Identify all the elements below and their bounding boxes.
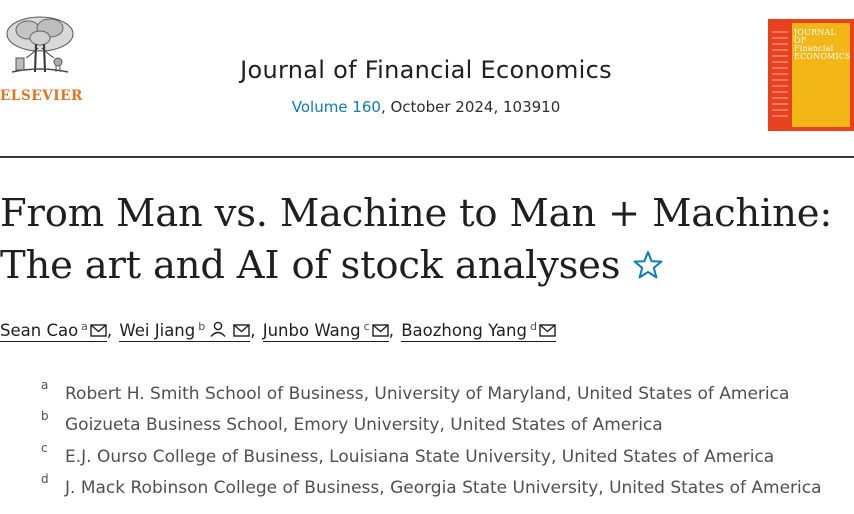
author-name: Junbo Wang	[262, 321, 361, 340]
issue-info: Volume 160, October 2024, 103910	[190, 98, 662, 116]
elsevier-logo[interactable]: ELSEVIER	[0, 14, 83, 106]
affiliation-text: E.J. Ourso College of Business, Louisian…	[65, 447, 775, 467]
author-wei-jiang[interactable]: Wei Jiang b	[119, 320, 251, 342]
title-line-1: From Man vs. Machine to Man + Machine:	[0, 191, 833, 236]
affiliation-marker: d	[529, 320, 537, 333]
affiliation-letter: a	[41, 378, 49, 392]
affiliation-text: Goizueta Business School, Emory Universi…	[65, 415, 663, 435]
author-list: Sean Cao a, Wei Jiang b, Junbo Wang c, Baoz…	[0, 320, 854, 342]
author-separator: ,	[106, 321, 113, 340]
article-title: From Man vs. Machine to Man + Machine: T…	[0, 188, 854, 292]
title-line-2-text: The art and AI of stock analyses	[0, 243, 621, 288]
author-name: Baozhong Yang	[401, 321, 527, 340]
author-sean-cao[interactable]: Sean Cao a	[0, 320, 107, 342]
affiliation-letter: b	[41, 409, 49, 423]
person-icon[interactable]	[209, 321, 227, 337]
mail-icon[interactable]	[233, 324, 250, 337]
author-name: Sean Cao	[0, 321, 79, 340]
cover-title-line3: ECONOMICS	[794, 52, 851, 61]
affiliation-marker: c	[363, 320, 370, 333]
cover-panel	[792, 23, 850, 127]
tree-logo-icon	[6, 16, 74, 73]
cover-stripe	[772, 31, 788, 121]
affiliation-b: b Goizueta Business School, Emory Univer…	[0, 409, 854, 441]
mail-icon[interactable]	[539, 324, 556, 337]
author-junbo-wang[interactable]: Junbo Wang c	[262, 320, 389, 342]
journal-header: ELSEVIER Journal of Financial Economics …	[0, 0, 854, 158]
cover-title: JOURNAL OF Financial ECONOMICS	[794, 28, 851, 61]
affiliation-d: d J. Mack Robinson College of Business, …	[0, 472, 854, 504]
publisher-name: ELSEVIER	[0, 88, 83, 104]
author-separator: ,	[250, 321, 256, 340]
affiliation-letter: c	[41, 441, 48, 455]
affiliation-marker: b	[198, 320, 206, 333]
star-icon[interactable]	[632, 249, 664, 281]
journal-title-link[interactable]: Journal of Financial Economics	[240, 56, 612, 84]
cover-title-line1: JOURNAL OF	[794, 28, 837, 45]
title-line-2: The art and AI of stock analyses	[0, 240, 854, 292]
volume-link[interactable]: Volume 160	[291, 98, 381, 116]
author-baozhong-yang[interactable]: Baozhong Yang d	[401, 320, 556, 342]
issue-details: , October 2024, 103910	[380, 98, 561, 116]
author-separator: ,	[388, 321, 394, 340]
journal-cover-thumbnail[interactable]: JOURNAL OF Financial ECONOMICS	[768, 19, 854, 131]
author-name: Wei Jiang	[119, 321, 196, 340]
affiliation-c: c E.J. Ourso College of Business, Louisi…	[0, 441, 854, 473]
affiliation-marker: a	[81, 320, 88, 333]
cover-title-line2: Financial	[794, 44, 834, 53]
affiliation-letter: d	[41, 472, 49, 486]
mail-icon[interactable]	[372, 324, 389, 337]
affiliation-text: Robert H. Smith School of Business, Univ…	[65, 384, 790, 404]
mail-icon[interactable]	[90, 324, 107, 337]
header-divider	[0, 156, 854, 158]
affiliation-text: J. Mack Robinson College of Business, Ge…	[65, 478, 822, 498]
affiliation-a: a Robert H. Smith School of Business, Un…	[0, 378, 854, 410]
